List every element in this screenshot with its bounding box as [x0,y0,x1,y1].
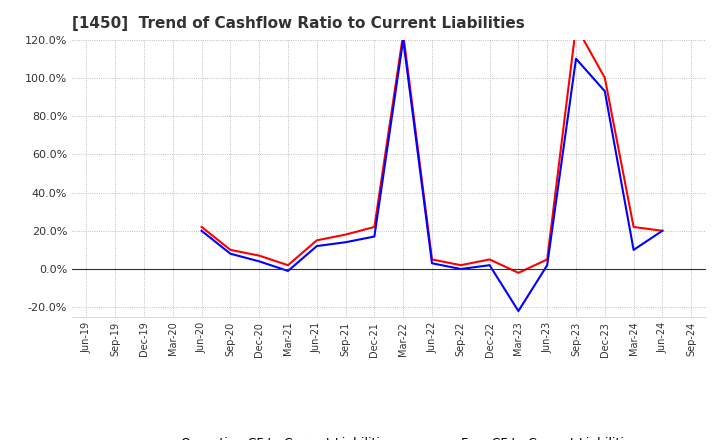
Operating CF to Current Liabilities [543,257,552,262]
Operating CF to Current Liabilities [370,224,379,230]
Free CF to Current Liabilities [600,88,609,94]
Free CF to Current Liabilities [658,228,667,233]
Operating CF to Current Liabilities [658,228,667,233]
Operating CF to Current Liabilities [428,257,436,262]
Free CF to Current Liabilities [341,240,350,245]
Legend: Operating CF to Current Liabilities, Free CF to Current Liabilities: Operating CF to Current Liabilities, Fre… [135,432,643,440]
Operating CF to Current Liabilities [572,24,580,29]
Operating CF to Current Liabilities [629,224,638,230]
Operating CF to Current Liabilities [399,31,408,37]
Free CF to Current Liabilities [197,228,206,233]
Free CF to Current Liabilities [514,308,523,314]
Operating CF to Current Liabilities [514,270,523,275]
Free CF to Current Liabilities [428,260,436,266]
Line: Operating CF to Current Liabilities: Operating CF to Current Liabilities [202,26,662,273]
Line: Free CF to Current Liabilities: Free CF to Current Liabilities [202,40,662,311]
Operating CF to Current Liabilities [485,257,494,262]
Free CF to Current Liabilities [399,37,408,42]
Free CF to Current Liabilities [370,234,379,239]
Free CF to Current Liabilities [543,263,552,268]
Operating CF to Current Liabilities [341,232,350,237]
Operating CF to Current Liabilities [197,224,206,230]
Free CF to Current Liabilities [485,263,494,268]
Free CF to Current Liabilities [572,56,580,61]
Operating CF to Current Liabilities [255,253,264,258]
Free CF to Current Liabilities [312,243,321,249]
Operating CF to Current Liabilities [284,263,292,268]
Free CF to Current Liabilities [226,251,235,257]
Operating CF to Current Liabilities [312,238,321,243]
Free CF to Current Liabilities [255,259,264,264]
Operating CF to Current Liabilities [456,263,465,268]
Operating CF to Current Liabilities [226,247,235,253]
Free CF to Current Liabilities [456,266,465,271]
Text: [1450]  Trend of Cashflow Ratio to Current Liabilities: [1450] Trend of Cashflow Ratio to Curren… [72,16,525,32]
Free CF to Current Liabilities [629,247,638,253]
Operating CF to Current Liabilities [600,75,609,81]
Free CF to Current Liabilities [284,268,292,274]
